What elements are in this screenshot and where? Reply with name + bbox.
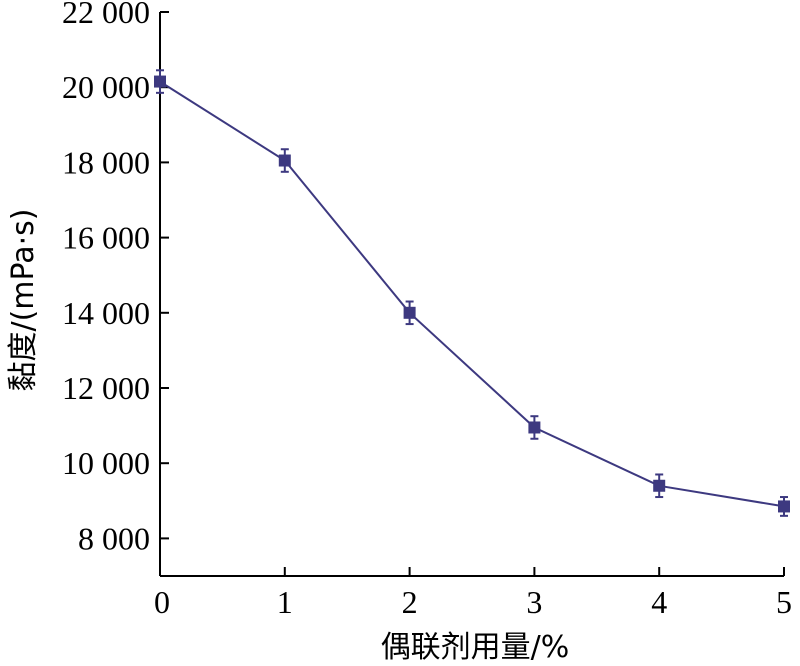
plot-area — [154, 69, 790, 517]
y-tick-label: 22 000 — [62, 0, 150, 30]
y-ticks: 8 000 10 000 12 000 14 000 16 000 18 000 20 00… — [62, 0, 169, 556]
y-tick-label: 14 000 — [62, 295, 150, 331]
data-point-marker — [154, 75, 166, 88]
x-tick-label: 3 — [526, 584, 542, 620]
data-point-marker — [278, 154, 291, 167]
x-ticks: 0 1 2 3 4 5 — [154, 567, 792, 620]
axes — [159, 12, 784, 577]
y-tick-label: 12 000 — [62, 370, 150, 406]
y-axis-title: 黏度/(mPa·s) — [6, 208, 41, 391]
x-tick-label: 1 — [277, 584, 293, 620]
y-tick-label: 20 000 — [62, 69, 150, 105]
data-point-marker — [653, 479, 666, 492]
y-tick-label: 18 000 — [62, 144, 150, 180]
x-tick-label: 4 — [651, 584, 667, 620]
x-tick-label: 2 — [402, 584, 418, 620]
x-tick-label: 5 — [776, 584, 792, 620]
y-tick-label: 10 000 — [62, 445, 150, 481]
data-point-marker — [528, 421, 541, 434]
x-axis-title: 偶联剂用量/% — [381, 630, 570, 665]
data-point-marker — [778, 500, 790, 513]
data-point-marker — [403, 306, 416, 319]
series-line — [159, 80, 785, 508]
x-tick-label: 0 — [154, 584, 170, 620]
y-tick-label: 16 000 — [62, 220, 150, 256]
y-tick-label: 8 000 — [78, 520, 150, 556]
